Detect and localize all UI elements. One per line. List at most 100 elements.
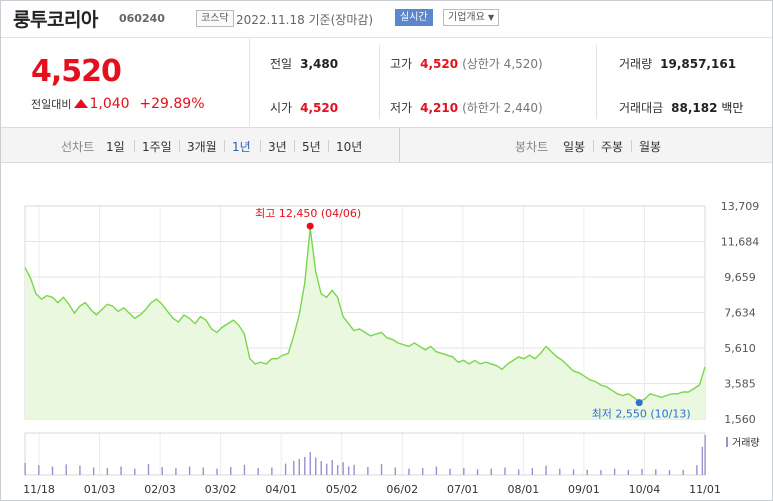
volume-bar: [320, 461, 322, 475]
volume-bar: [504, 467, 506, 475]
volume-bar: [51, 466, 54, 475]
stat-high-value: 4,520: [420, 57, 459, 71]
stats-panel: 전일 3,480 고가 4,520 (상한가 4,520) 거래량 19,857,161…: [250, 38, 772, 126]
current-price: 4,520: [31, 54, 122, 89]
volume-bar: [304, 456, 306, 475]
volume-bar: [696, 465, 698, 475]
volume-bar: [38, 465, 40, 475]
stat-volume-label: 거래량: [619, 57, 653, 71]
tab-3y[interactable]: 3년: [268, 140, 287, 154]
volume-bar: [106, 468, 109, 475]
tab-separator: [593, 140, 594, 152]
volume-bar: [92, 467, 95, 475]
chart-tabs: 선차트 1일 1주일 3개월 1년 3년 5년 10년 봉차트 일봉 주봉 월봉: [1, 127, 772, 163]
divider: [249, 38, 250, 126]
volume-bar: [627, 470, 630, 475]
change-value: 1,040: [89, 96, 130, 112]
volume-bar: [243, 464, 246, 475]
stat-low-label: 저가: [390, 101, 413, 115]
x-tick-label: 09/01: [568, 483, 600, 496]
volume-bar: [342, 462, 344, 475]
stat-high-note: (상한가 4,520): [462, 57, 543, 71]
volume-bar: [134, 468, 136, 475]
volume-bar: [668, 470, 671, 475]
company-summary-label: 기업개요: [448, 12, 485, 23]
volume-bar: [257, 468, 259, 475]
volume-bar: [367, 466, 369, 475]
x-tick-label: 11/18: [23, 483, 55, 496]
stat-prev-value: 3,480: [300, 57, 339, 71]
x-tick-label: 11/01: [689, 483, 721, 496]
tab-daily[interactable]: 일봉: [563, 140, 586, 154]
stat-amount-label: 거래대금: [619, 101, 664, 115]
volume-bar: [408, 468, 410, 475]
header: 룽투코리아 060240 코스닥 2022.11.18 기준(장마감) 실시간 …: [1, 1, 772, 38]
y-tick-label: 5,610: [724, 342, 756, 355]
market-badge: 코스닥: [196, 10, 234, 27]
x-tick-label: 04/01: [265, 483, 297, 496]
volume-bar: [336, 465, 339, 475]
stat-high-label: 고가: [390, 57, 413, 71]
y-tick-label: 1,560: [724, 413, 756, 426]
volume-bar: [202, 467, 205, 475]
stock-name[interactable]: 룽투코리아: [13, 9, 98, 31]
volume-bar: [449, 468, 451, 475]
tab-separator: [631, 140, 632, 152]
volume-bar: [293, 460, 295, 475]
volume-bar: [188, 466, 191, 475]
stat-amount: 거래대금 88,182 백만: [619, 99, 743, 116]
x-tick-label: 03/02: [205, 483, 237, 496]
volume-bar: [476, 469, 479, 475]
volume-bar: [309, 452, 311, 475]
volume-bar: [326, 463, 328, 475]
tab-1w[interactable]: 1주일: [142, 140, 172, 154]
stat-volume: 거래량 19,857,161: [619, 55, 736, 72]
stat-amount-unit: 백만: [721, 101, 744, 115]
volume-bar: [315, 457, 317, 475]
stat-prev-label: 전일: [270, 57, 293, 71]
tab-separator: [134, 140, 135, 152]
x-tick-label: 10/04: [629, 483, 661, 496]
tab-separator: [260, 140, 261, 152]
stat-low-note: (하한가 2,440): [462, 101, 543, 115]
volume-bar: [463, 468, 465, 475]
tab-separator: [328, 140, 329, 152]
price-area: [25, 228, 705, 419]
volume-bar: [161, 466, 163, 475]
candle-chart-label: 봉차트: [515, 140, 549, 154]
tab-5y[interactable]: 5년: [302, 140, 321, 154]
volume-bar: [271, 467, 273, 475]
volume-bar: [559, 468, 561, 475]
volume-bar: [175, 468, 177, 475]
volume-bar: [284, 463, 287, 475]
tab-1d[interactable]: 1일: [106, 140, 125, 154]
tab-separator: [294, 140, 295, 152]
y-tick-label: 11,684: [721, 236, 760, 249]
tab-10y[interactable]: 10년: [336, 140, 363, 154]
volume-legend-swatch: [726, 437, 728, 447]
live-button[interactable]: 실시간: [395, 9, 433, 26]
y-tick-label: 13,709: [721, 200, 760, 213]
tab-1y[interactable]: 1년: [232, 140, 251, 154]
x-tick-label: 01/03: [84, 483, 116, 496]
tab-weekly[interactable]: 주봉: [601, 140, 624, 154]
volume-bar: [586, 469, 588, 475]
volume-bar: [655, 469, 657, 475]
change-percent: +29.89%: [139, 96, 205, 112]
tab-monthly[interactable]: 월봉: [639, 140, 662, 154]
company-summary-button[interactable]: 기업개요 ▼: [443, 9, 500, 26]
volume-bar: [380, 464, 383, 475]
tab-separator: [224, 140, 225, 152]
volume-bar: [147, 464, 150, 475]
change-row: 전일대비 1,040 +29.89%: [31, 96, 205, 112]
volume-bar: [421, 468, 424, 475]
volume-bar: [347, 466, 350, 475]
volume-bar: [79, 465, 81, 475]
low-annotation: 최저 2,550 (10/13): [592, 408, 691, 421]
volume-bar: [704, 435, 706, 475]
tab-3m[interactable]: 3개월: [187, 140, 217, 154]
date-text: 2022.11.18 기준(장마감): [236, 13, 374, 27]
tab-group-divider: [399, 128, 400, 162]
volume-bar: [490, 468, 492, 475]
